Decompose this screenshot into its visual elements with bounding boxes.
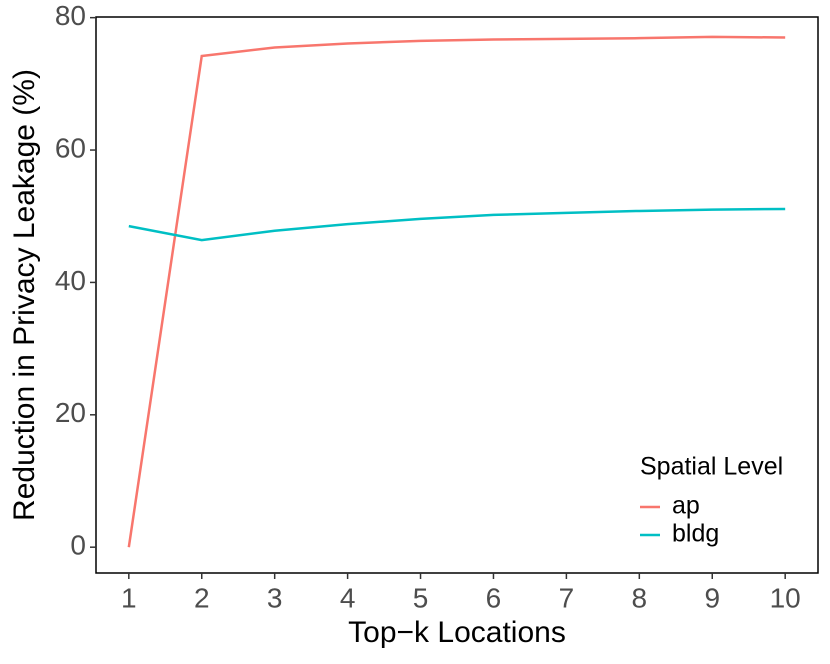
x-tick-label: 8 xyxy=(632,582,648,613)
y-tick-label: 20 xyxy=(55,397,86,428)
x-tick-label: 9 xyxy=(704,582,720,613)
x-tick-label: 1 xyxy=(121,582,137,613)
panel-border xyxy=(95,16,819,574)
y-tick-label: 60 xyxy=(55,132,86,163)
y-axis-title: Reduction in Privacy Leakage (%) xyxy=(8,69,41,521)
legend-title: Spatial Level xyxy=(640,453,783,481)
x-tick-label: 4 xyxy=(340,582,356,613)
x-tick-label: 5 xyxy=(413,582,429,613)
x-tick-label: 2 xyxy=(194,582,210,613)
x-tick-label: 10 xyxy=(770,582,801,613)
x-tick-label: 3 xyxy=(267,582,283,613)
legend-label: bldg xyxy=(672,520,719,548)
x-tick-label: 7 xyxy=(559,582,575,613)
x-tick-label: 6 xyxy=(486,582,502,613)
y-tick-label: 40 xyxy=(55,265,86,296)
legend-label: ap xyxy=(672,492,700,520)
line-series xyxy=(128,207,786,242)
y-tick-label: 0 xyxy=(70,530,86,561)
line-series xyxy=(127,35,786,548)
y-tick-label: 80 xyxy=(55,0,86,31)
x-axis-title: Top−k Locations xyxy=(348,616,566,649)
